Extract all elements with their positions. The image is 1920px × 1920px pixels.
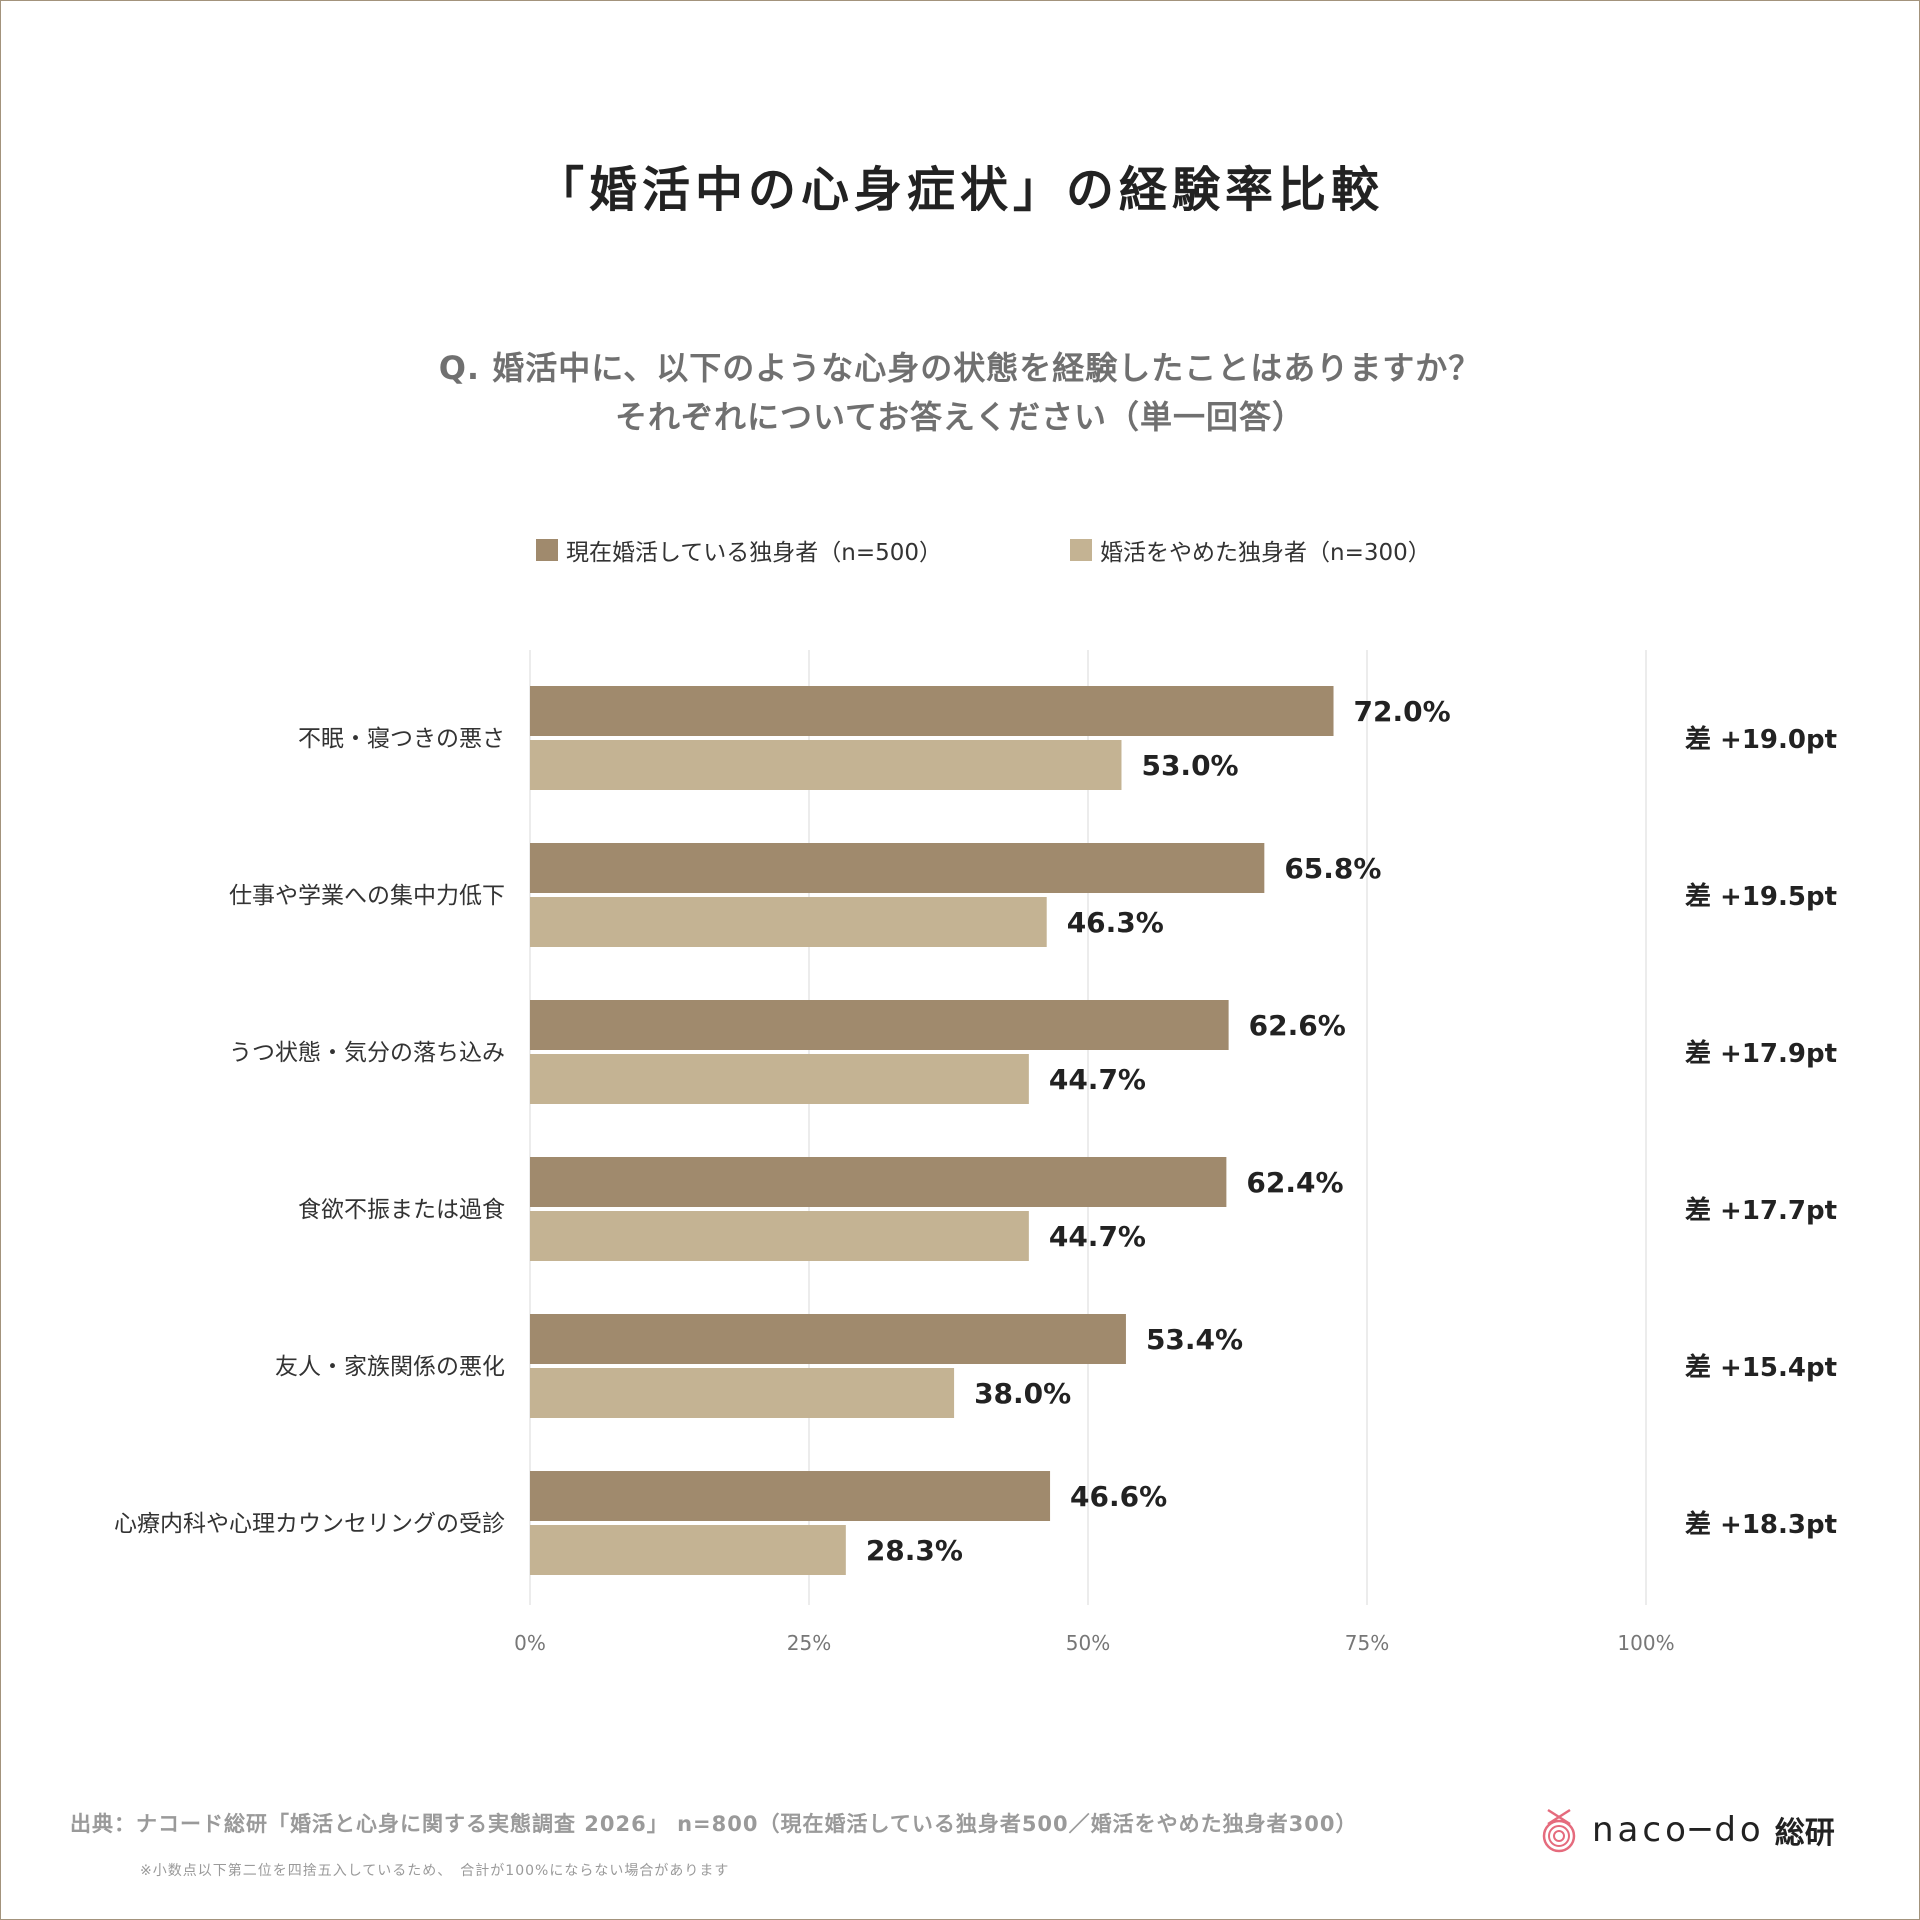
value-label: 62.6% (1249, 1009, 1346, 1042)
value-label: 38.0% (974, 1377, 1071, 1410)
x-tick-label: 0% (514, 1631, 546, 1655)
legend-swatch-current (536, 539, 558, 561)
logo-mark-icon (1542, 1808, 1576, 1853)
difference-label: 差 +17.7pt (1685, 1195, 1837, 1226)
value-label: 44.7% (1049, 1063, 1146, 1096)
difference-label: 差 +15.4pt (1685, 1352, 1837, 1383)
category-label: うつ状態・気分の落ち込み (229, 1040, 505, 1066)
value-label: 53.0% (1141, 749, 1238, 782)
value-label: 65.8% (1284, 852, 1381, 885)
value-label: 53.4% (1146, 1323, 1243, 1356)
x-tick-label: 50% (1066, 1631, 1110, 1655)
bar (530, 740, 1122, 790)
logo: naco─do 総研 (1540, 1806, 1835, 1854)
legend-current: 現在婚活している独身者（n=500） (536, 536, 943, 566)
x-tick-label: 25% (787, 1631, 831, 1655)
bar (530, 897, 1047, 947)
x-tick-label: 75% (1345, 1631, 1389, 1655)
question-line-2: それぞれについてお答えください（単一回答） (614, 398, 1306, 436)
value-label: 46.6% (1070, 1480, 1167, 1513)
category-label: 仕事や学業への集中力低下 (229, 883, 505, 909)
bar (530, 686, 1334, 736)
bar (530, 1314, 1126, 1364)
bar (530, 1211, 1029, 1261)
legend-swatch-quit (1070, 539, 1092, 561)
bar (530, 843, 1265, 893)
bar (530, 1471, 1051, 1521)
bar (530, 1525, 846, 1575)
value-label: 62.4% (1246, 1166, 1343, 1199)
chart-title: 「婚活中の心身症状」の経験率比較 (535, 162, 1384, 218)
legend-label-current: 現在婚活している独身者（n=500） (566, 540, 943, 566)
value-label: 46.3% (1067, 906, 1164, 939)
logo-suffix: 総研 (1774, 1816, 1835, 1851)
difference-label: 差 +19.0pt (1685, 724, 1837, 755)
logo-text: naco─do (1592, 1810, 1765, 1850)
source-text: 出典：ナコード総研「婚活と心身に関する実態調査 2026」 n=800（現在婚活… (70, 1812, 1358, 1836)
category-label: 心療内科や心理カウンセリングの受診 (114, 1511, 505, 1537)
category-label: 友人・家族関係の悪化 (275, 1354, 505, 1380)
legend-label-quit: 婚活をやめた独身者（n=300） (1100, 540, 1431, 566)
value-label: 28.3% (866, 1534, 963, 1567)
x-tick-label: 100% (1617, 1631, 1674, 1655)
bar (530, 1368, 955, 1418)
category-label: 食欲不振または過食 (298, 1197, 505, 1223)
rounding-note: ※小数点以下第二位を四捨五入しているため、 合計が100%にならない場合がありま… (140, 1863, 730, 1879)
difference-label: 差 +19.5pt (1685, 881, 1837, 912)
category-label: 不眠・寝つきの悪さ (298, 726, 505, 752)
question-line-1: Q. 婚活中に、以下のような心身の状態を経験したことはありますか？ (438, 349, 1482, 387)
bar (530, 1157, 1227, 1207)
bar (530, 1000, 1229, 1050)
legend-quit: 婚活をやめた独身者（n=300） (1070, 536, 1431, 566)
bar (530, 1054, 1029, 1104)
value-label: 44.7% (1049, 1220, 1146, 1253)
difference-label: 差 +17.9pt (1685, 1038, 1837, 1069)
difference-label: 差 +18.3pt (1685, 1509, 1837, 1540)
value-label: 72.0% (1354, 695, 1451, 728)
